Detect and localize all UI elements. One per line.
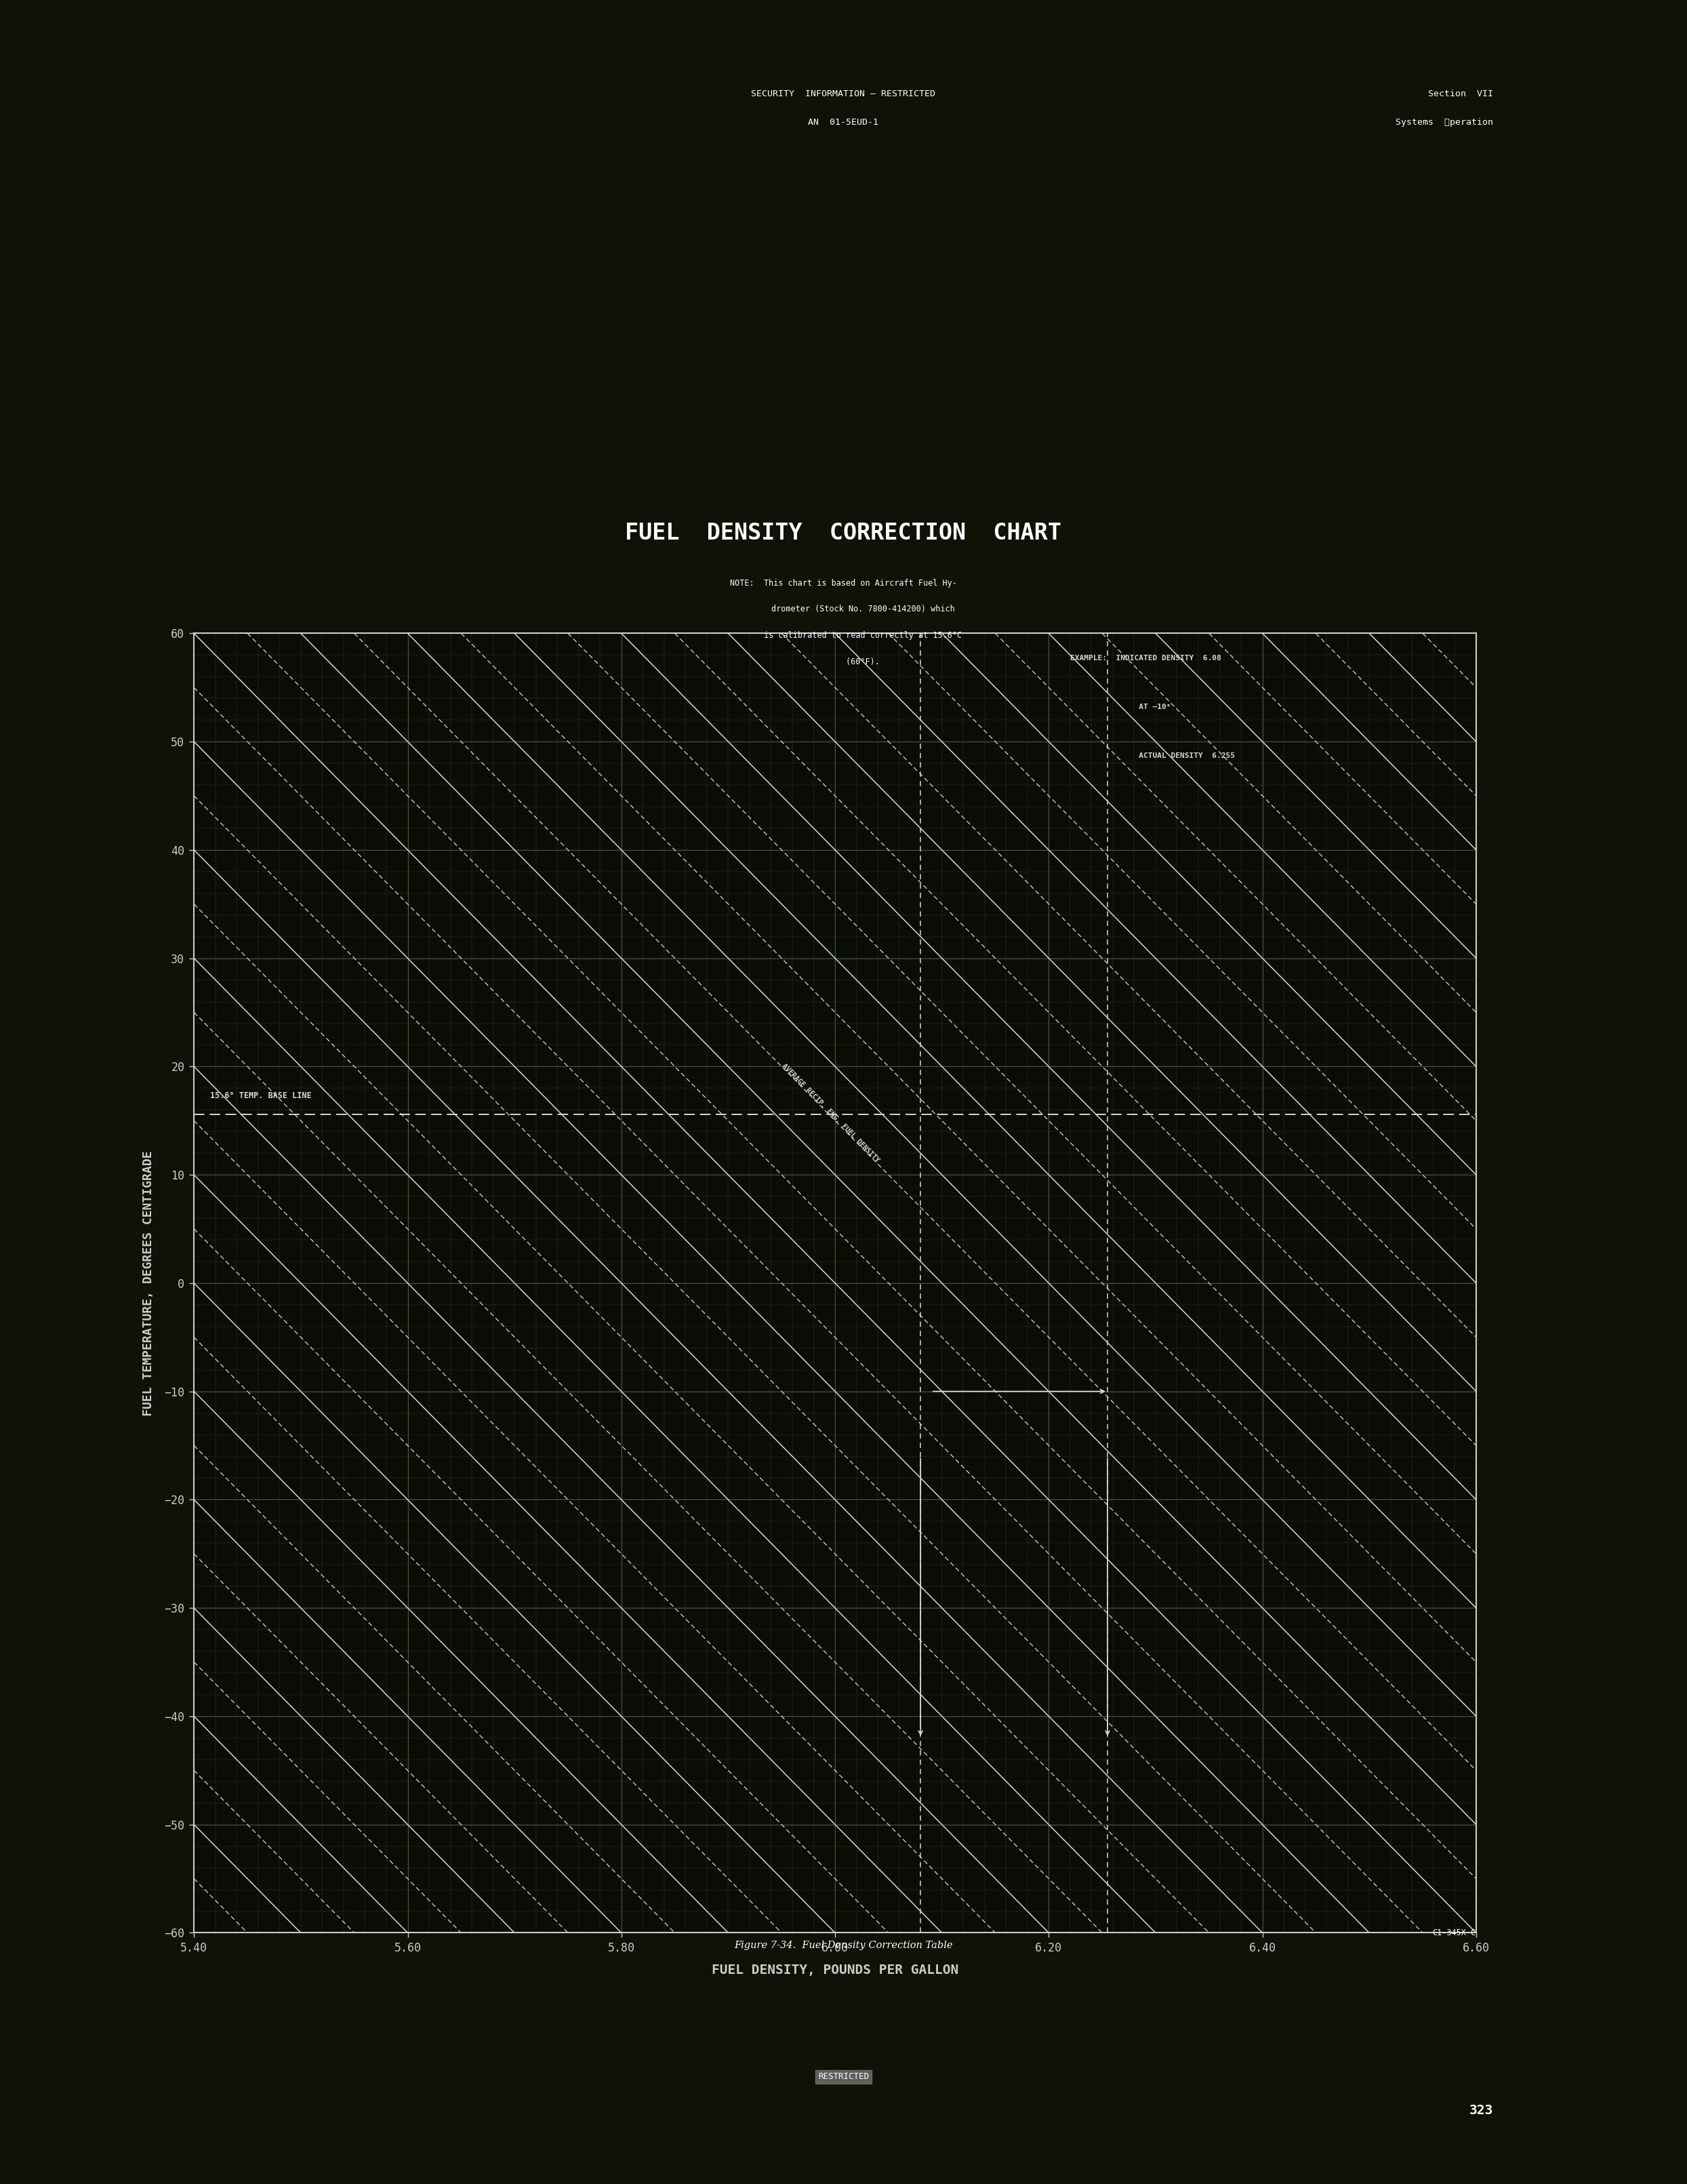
Text: (60°F).: (60°F). bbox=[808, 657, 879, 666]
Text: SECURITY  INFORMATION – RESTRICTED: SECURITY INFORMATION – RESTRICTED bbox=[751, 90, 936, 98]
Text: 323: 323 bbox=[1469, 2103, 1493, 2116]
Text: Section  VII: Section VII bbox=[1427, 90, 1493, 98]
Text: AT —10°: AT —10° bbox=[1070, 703, 1171, 710]
Text: EXAMPLE:  INDICATED DENSITY  6.08: EXAMPLE: INDICATED DENSITY 6.08 bbox=[1070, 655, 1221, 662]
Text: Systems  peration: Systems peration bbox=[1395, 118, 1493, 127]
Text: AVERAGE RECIP. ENG. FUEL DENSITY: AVERAGE RECIP. ENG. FUEL DENSITY bbox=[781, 1064, 881, 1164]
Y-axis label: FUEL TEMPERATURE, DEGREES CENTIGRADE: FUEL TEMPERATURE, DEGREES CENTIGRADE bbox=[143, 1151, 155, 1415]
Text: FUEL  DENSITY  CORRECTION  CHART: FUEL DENSITY CORRECTION CHART bbox=[626, 522, 1061, 544]
Text: RESTRICTED: RESTRICTED bbox=[818, 2073, 869, 2081]
Text: drometer (Stock No. 7800-414200) which: drometer (Stock No. 7800-414200) which bbox=[732, 605, 955, 614]
Text: NOTE:  This chart is based on Aircraft Fuel Hy-: NOTE: This chart is based on Aircraft Fu… bbox=[730, 579, 957, 587]
Text: 15.6° TEMP. BASE LINE: 15.6° TEMP. BASE LINE bbox=[211, 1092, 312, 1101]
Text: AN  01-5EUD-1: AN 01-5EUD-1 bbox=[808, 118, 879, 127]
X-axis label: FUEL DENSITY, POUNDS PER GALLON: FUEL DENSITY, POUNDS PER GALLON bbox=[712, 1963, 958, 1977]
Text: ACTUAL DENSITY  6.255: ACTUAL DENSITY 6.255 bbox=[1070, 753, 1235, 760]
Text: is calibrated to read correctly at 15.6°C: is calibrated to read correctly at 15.6°… bbox=[725, 631, 962, 640]
Text: C1-345X-C: C1-345X-C bbox=[1432, 1928, 1476, 1937]
Text: Figure 7-34.  Fuel Density Correction Table: Figure 7-34. Fuel Density Correction Tab… bbox=[734, 1942, 953, 1950]
